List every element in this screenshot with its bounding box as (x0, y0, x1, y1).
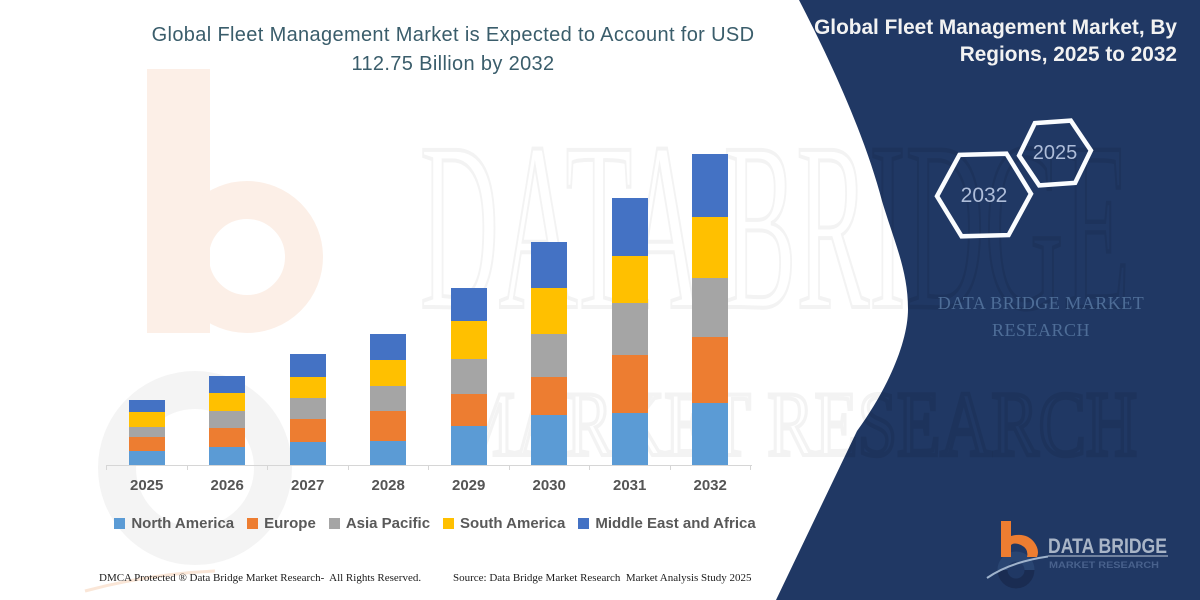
svg-text:DATA BRIDGE: DATA BRIDGE (1048, 534, 1167, 558)
svg-text:MARKET RESEARCH: MARKET RESEARCH (1049, 560, 1159, 570)
